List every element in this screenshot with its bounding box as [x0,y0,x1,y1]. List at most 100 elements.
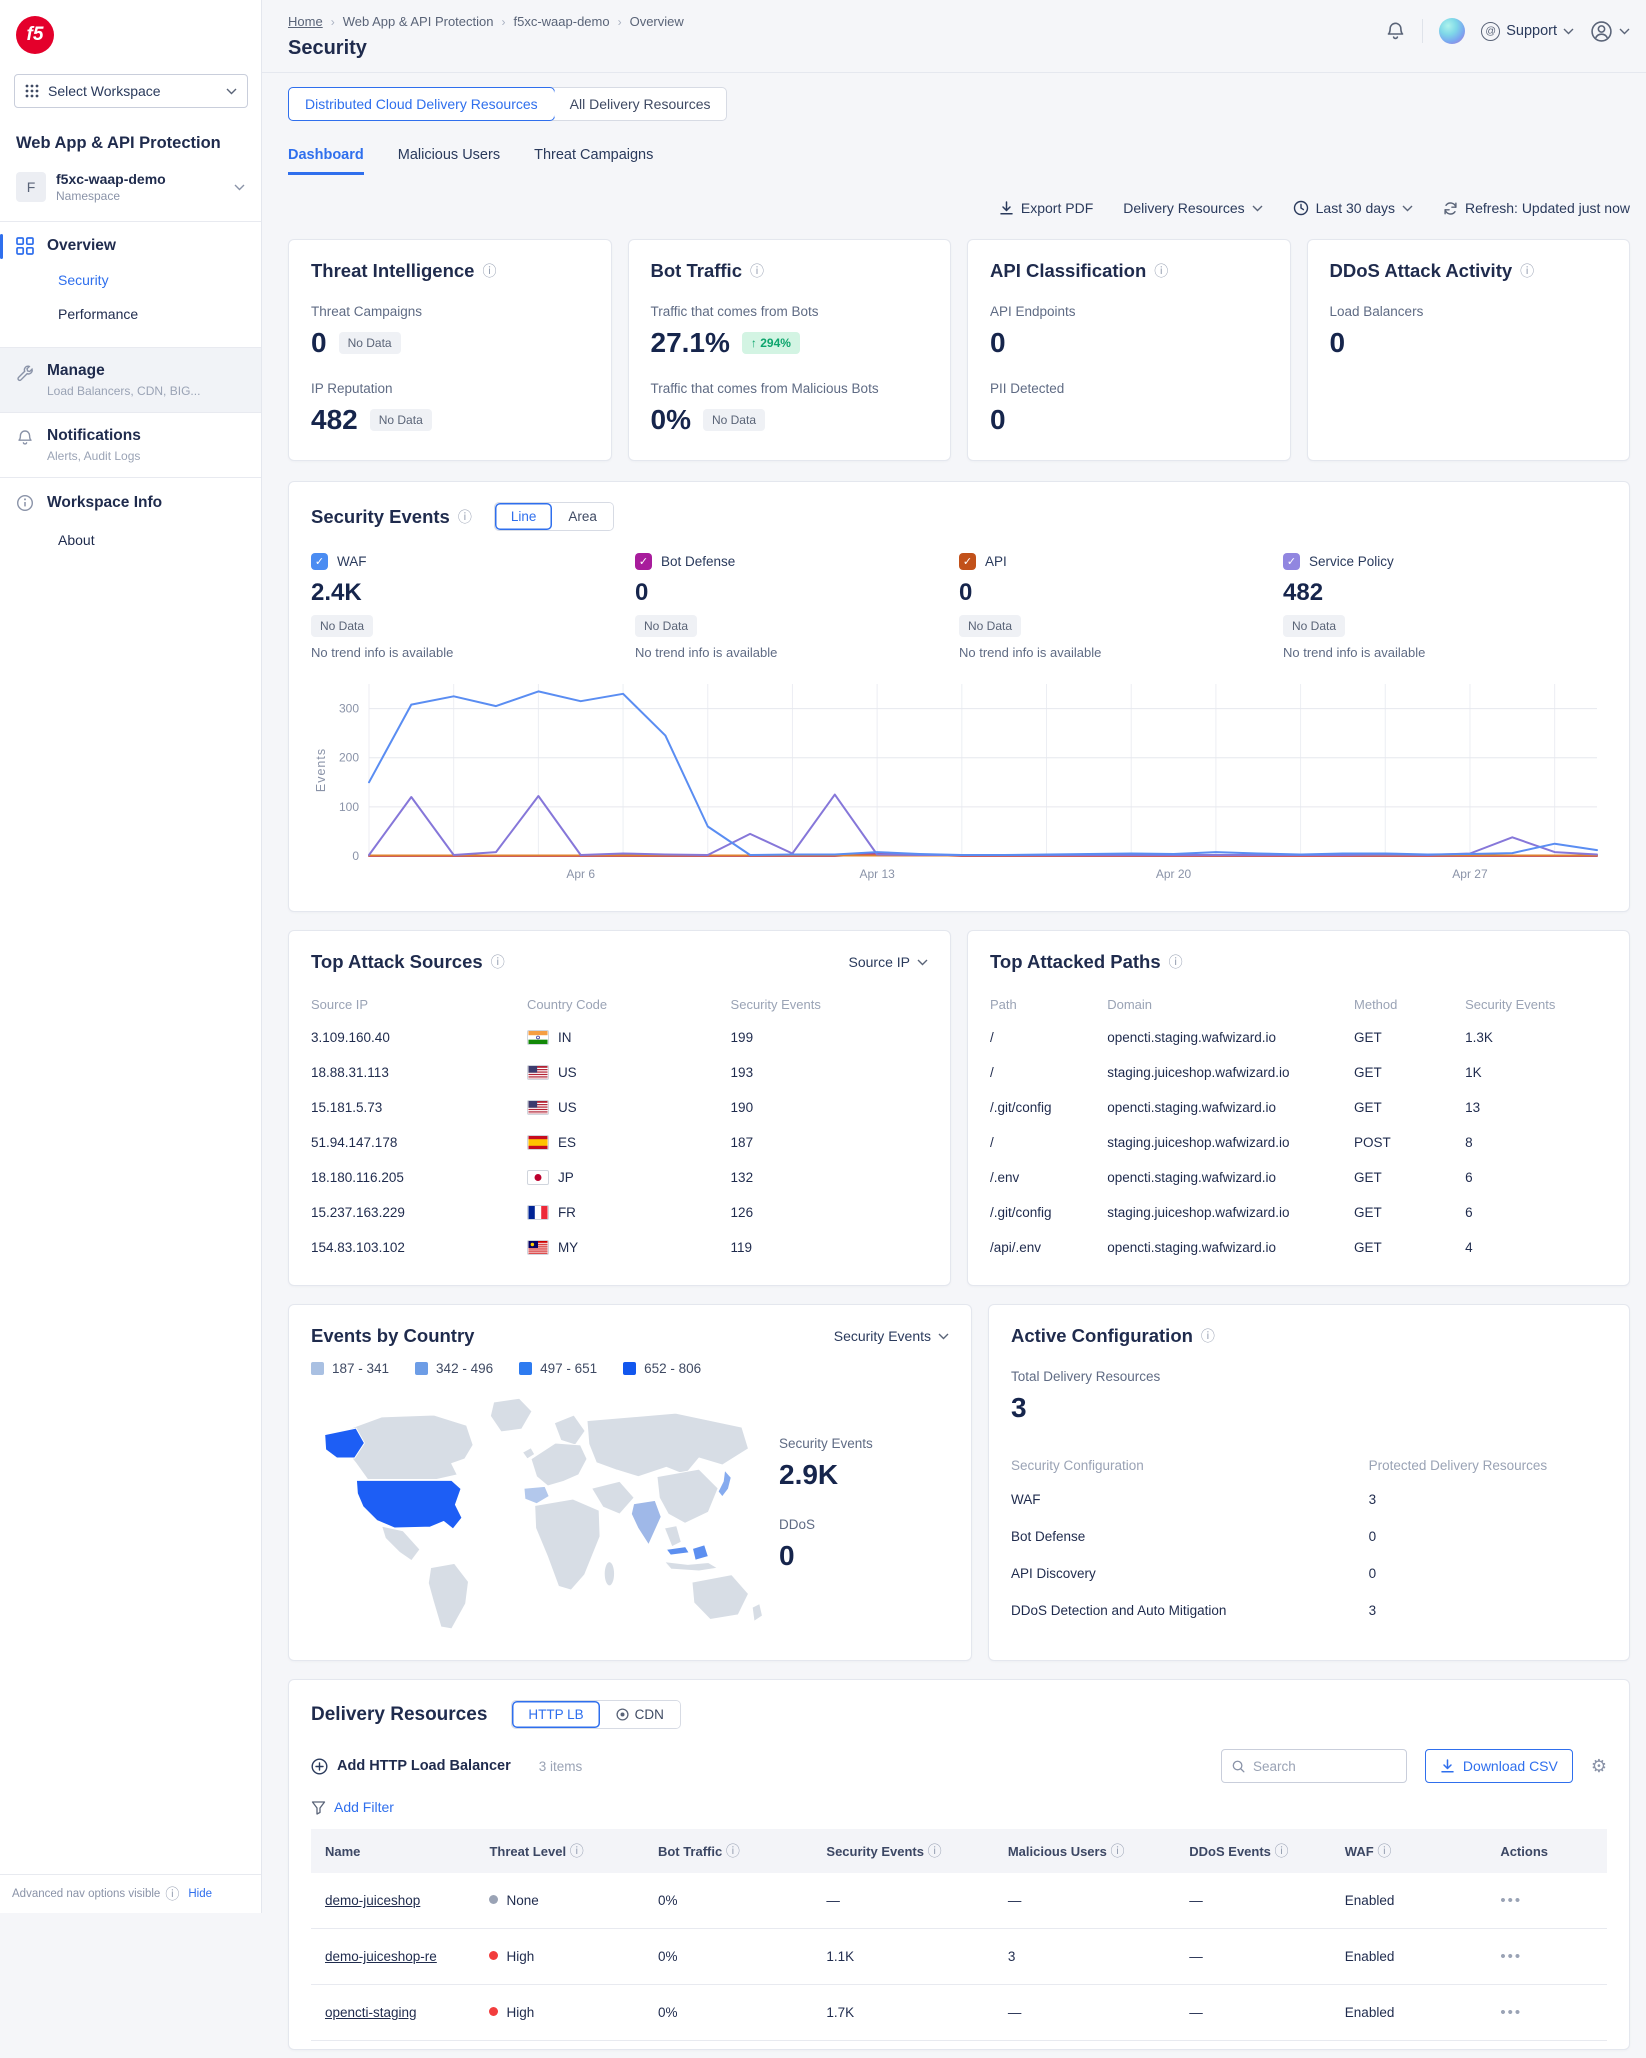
resource-link[interactable]: opencti-staging [325,2005,417,2020]
metric-row: 0%No Data [651,404,929,436]
events-cell: 190 [731,1090,928,1125]
legend-checkbox[interactable]: ✓ [959,553,976,570]
sidebar-item-security[interactable]: Security [0,263,261,297]
legend-badge: No Data [959,615,1021,637]
toggle-line[interactable]: Line [495,503,553,530]
breadcrumb-item[interactable]: f5xc-waap-demo [513,14,609,29]
info-icon[interactable]: ⓘ [482,261,496,281]
breadcrumb-item[interactable]: Web App & API Protection [343,14,494,29]
tab-dashboard[interactable]: Dashboard [288,147,364,175]
namespace-selector[interactable]: F f5xc-waap-demo Namespace [16,171,245,203]
info-icon[interactable]: ⓘ [928,1843,942,1859]
toggle-distributed-cloud[interactable]: Distributed Cloud Delivery Resources [288,87,555,121]
events-cell: 4 [1465,1230,1607,1265]
refresh-button[interactable]: Refresh: Updated just now [1443,200,1630,216]
info-icon[interactable]: ⓘ [1169,952,1183,972]
info-icon[interactable]: ⓘ [1110,1843,1124,1859]
legend-badge: No Data [311,615,373,637]
breadcrumb-item[interactable]: Home [288,14,323,29]
events-cell: 1K [1465,1055,1607,1090]
info-icon[interactable]: ⓘ [750,261,764,281]
tab-malicious-users[interactable]: Malicious Users [398,147,500,175]
row-actions-menu[interactable]: ••• [1500,1948,1522,1965]
notification-bell-icon[interactable] [1385,21,1406,42]
flag-fr-icon [527,1205,549,1220]
info-icon[interactable]: ⓘ [1275,1843,1289,1859]
resource-link[interactable]: demo-juiceshop [325,1893,420,1908]
info-icon[interactable]: ⓘ [1377,1843,1391,1859]
delivery-resources-title-text: Delivery Resources [311,1704,487,1726]
info-icon[interactable]: ⓘ [726,1843,740,1859]
namespace-avatar: F [16,172,46,202]
search-input[interactable] [1253,1759,1396,1774]
map-metric-dropdown-label: Security Events [834,1328,931,1344]
legend-checkbox[interactable]: ✓ [635,553,652,570]
sidebar-item-manage[interactable]: Manage Load Balancers, CDN, BIG... [0,347,261,413]
legend-name-row: ✓Bot Defense [635,553,959,570]
country-cell: JP [527,1160,731,1195]
info-icon[interactable]: ⓘ [491,952,505,972]
column-header: Security Configuration [1011,1450,1369,1481]
map-legend-item: 652 - 806 [623,1361,701,1376]
content: Distributed Cloud Delivery Resources All… [262,73,1646,2058]
toggle-http-lb[interactable]: HTTP LB [512,1701,599,1728]
source-ip-dropdown[interactable]: Source IP [849,954,928,970]
f5-logo[interactable]: f5 [16,16,54,54]
info-icon[interactable]: ⓘ [1520,261,1534,281]
sidebar-item-workspace-info[interactable]: Workspace Info [0,478,261,518]
info-icon[interactable]: ⓘ [570,1843,584,1859]
top-attacked-paths-title: Top Attacked Paths ⓘ [990,951,1183,973]
toggle-area[interactable]: Area [552,503,613,530]
header-left: Home›Web App & API Protection›f5xc-waap-… [288,14,684,60]
column-header: Bot Traffic ⓘ [648,1829,816,1873]
page-title: Security [288,37,684,60]
column-header: Malicious Users ⓘ [998,1829,1179,1873]
sidebar-item-overview[interactable]: Overview [0,222,261,263]
breadcrumb-item[interactable]: Overview [630,14,684,29]
legend-checkbox[interactable]: ✓ [311,553,328,570]
plus-circle-icon [311,1758,328,1775]
download-csv-button[interactable]: Download CSV [1425,1749,1573,1783]
row-actions-menu[interactable]: ••• [1500,1892,1522,1909]
workspace-selector[interactable]: Select Workspace [14,74,248,108]
sidebar-item-about[interactable]: About [0,518,261,557]
legend-label: WAF [337,554,367,569]
time-range-dropdown[interactable]: Last 30 days [1293,200,1413,216]
account-menu[interactable] [1590,20,1630,43]
sidebar-item-label: Overview [47,237,116,255]
wrench-icon [16,364,34,382]
legend-name-row: ✓API [959,553,1283,570]
config-count-cell: 0 [1369,1518,1607,1555]
flag-my-icon [527,1240,549,1255]
source-ip-cell: 51.94.147.178 [311,1125,527,1160]
gear-icon[interactable]: ⚙ [1591,1756,1607,1777]
sidebar-item-notifications[interactable]: Notifications Alerts, Audit Logs [0,413,261,478]
legend-range: 187 - 341 [332,1361,389,1376]
support-menu[interactable]: @ Support [1481,22,1574,41]
tab-threat-campaigns[interactable]: Threat Campaigns [534,147,653,175]
legend-checkbox[interactable]: ✓ [1283,553,1300,570]
toggle-all-delivery[interactable]: All Delivery Resources [554,88,727,120]
path-cell: / [990,1055,1107,1090]
row-actions-menu[interactable]: ••• [1500,2004,1522,2021]
chevron-down-icon [1619,28,1630,35]
add-http-lb-button[interactable]: Add HTTP Load Balancer [311,1758,511,1775]
sidebar-item-performance[interactable]: Performance [0,297,261,331]
events-cell: 8 [1465,1125,1607,1160]
map-metric-dropdown[interactable]: Security Events [834,1328,949,1344]
info-icon[interactable]: ⓘ [1201,1326,1215,1346]
security-events-title-text: Security Events [311,506,450,528]
malicious-users-cell: — [998,1985,1179,2041]
export-pdf-button[interactable]: Export PDF [999,200,1093,216]
delivery-resources-dropdown[interactable]: Delivery Resources [1123,200,1262,216]
domain-cell: staging.juiceshop.wafwizard.io [1107,1055,1354,1090]
ai-assistant-icon[interactable] [1439,18,1465,44]
table-header-row: NameThreat Level ⓘBot Traffic ⓘSecurity … [311,1829,1607,1873]
info-icon[interactable]: ⓘ [458,507,472,527]
add-filter-button[interactable]: Add Filter [311,1799,1607,1815]
hide-link[interactable]: Hide [188,1888,212,1900]
info-icon[interactable]: ⓘ [1154,261,1168,281]
resource-link[interactable]: demo-juiceshop-re [325,1949,437,1964]
attacked-paths-table: PathDomainMethodSecurity Events/opencti.… [990,989,1607,1265]
toggle-cdn[interactable]: CDN [600,1701,680,1728]
